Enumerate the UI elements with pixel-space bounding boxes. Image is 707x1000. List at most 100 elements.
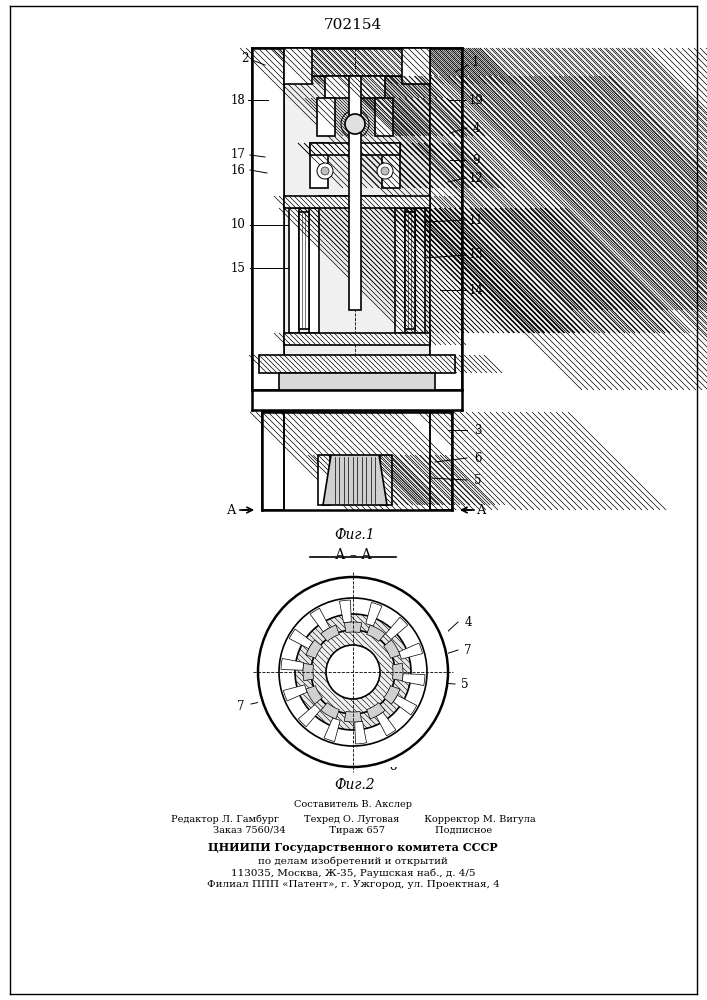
Bar — [349, 76, 361, 310]
Wedge shape — [344, 711, 362, 722]
Circle shape — [377, 163, 393, 179]
Circle shape — [279, 598, 427, 746]
Wedge shape — [310, 608, 329, 632]
Wedge shape — [284, 685, 308, 701]
Text: Редактор Л. Гамбург        Техред О. Луговая        Корректор М. Вигула: Редактор Л. Гамбург Техред О. Луговая Ко… — [170, 814, 535, 824]
Text: 14: 14 — [469, 284, 484, 296]
Text: 8: 8 — [390, 760, 397, 774]
Circle shape — [326, 645, 380, 699]
Text: А: А — [477, 504, 486, 516]
Bar — [299, 212, 309, 329]
Text: 2: 2 — [241, 51, 249, 64]
Wedge shape — [384, 686, 400, 704]
Text: 7: 7 — [464, 644, 472, 656]
Text: 5: 5 — [461, 678, 469, 690]
Circle shape — [381, 167, 389, 175]
Text: 15: 15 — [230, 261, 245, 274]
Wedge shape — [281, 658, 304, 670]
Text: по делам изобретений и открытий: по делам изобретений и открытий — [258, 856, 448, 865]
Wedge shape — [392, 663, 403, 681]
Bar — [430, 412, 452, 510]
Wedge shape — [321, 703, 339, 719]
Text: 10: 10 — [230, 219, 245, 232]
Wedge shape — [339, 600, 351, 623]
Text: 11: 11 — [469, 214, 484, 227]
Wedge shape — [306, 686, 322, 704]
Wedge shape — [385, 617, 408, 639]
Circle shape — [345, 114, 365, 134]
Wedge shape — [324, 718, 340, 742]
Circle shape — [311, 630, 395, 714]
Bar — [310, 143, 328, 188]
Wedge shape — [399, 643, 423, 659]
Bar — [258, 577, 448, 767]
Wedge shape — [344, 622, 362, 633]
Wedge shape — [321, 625, 339, 641]
Bar — [284, 333, 430, 345]
Text: Заказ 7560/34              Тираж 657                Подписное: Заказ 7560/34 Тираж 657 Подписное — [214, 826, 493, 835]
Bar — [284, 196, 430, 208]
Wedge shape — [367, 625, 385, 641]
Wedge shape — [376, 712, 396, 736]
Wedge shape — [384, 640, 400, 658]
Text: 7: 7 — [238, 700, 245, 714]
Bar — [289, 208, 299, 333]
Text: 3: 3 — [474, 424, 481, 436]
Text: 9: 9 — [472, 153, 480, 166]
Text: А – А: А – А — [334, 548, 371, 562]
Bar — [284, 48, 430, 76]
Bar — [402, 48, 430, 84]
Text: 113035, Москва, Ж-35, Раушская наб., д. 4/5: 113035, Москва, Ж-35, Раушская наб., д. … — [230, 868, 475, 878]
Text: 13: 13 — [469, 248, 484, 261]
Bar — [309, 208, 319, 333]
Circle shape — [321, 167, 329, 175]
Wedge shape — [393, 695, 416, 715]
Wedge shape — [355, 721, 366, 744]
Text: Филиал ППП «Патент», г. Ужгород, ул. Проектная, 4: Филиал ППП «Патент», г. Ужгород, ул. Про… — [206, 880, 499, 889]
Wedge shape — [402, 674, 425, 686]
Text: 1: 1 — [472, 55, 479, 68]
Bar — [405, 212, 415, 329]
Bar — [284, 76, 430, 390]
Text: 702154: 702154 — [324, 18, 382, 32]
Bar — [259, 355, 455, 373]
Polygon shape — [323, 455, 387, 505]
Bar — [262, 412, 284, 510]
Bar — [415, 208, 425, 333]
Wedge shape — [289, 629, 312, 649]
Bar — [395, 208, 405, 333]
Bar — [430, 48, 462, 390]
Circle shape — [295, 614, 411, 730]
Bar — [279, 373, 435, 390]
Text: А: А — [227, 504, 237, 516]
Text: 6: 6 — [474, 452, 481, 464]
Text: Составитель В. Акслер: Составитель В. Акслер — [294, 800, 412, 809]
Text: 17: 17 — [230, 148, 245, 161]
Wedge shape — [303, 663, 314, 681]
Text: 19: 19 — [469, 94, 484, 106]
Text: 16: 16 — [230, 163, 245, 176]
Bar — [252, 48, 284, 390]
Text: 12: 12 — [469, 172, 484, 184]
Text: ЦНИИПИ Государственного комитета СССР: ЦНИИПИ Государственного комитета СССР — [208, 842, 498, 853]
Text: 18: 18 — [230, 94, 245, 106]
Circle shape — [258, 577, 448, 767]
Wedge shape — [306, 640, 322, 658]
Bar — [380, 455, 392, 505]
Bar — [317, 98, 335, 136]
Text: Фиг.1: Фиг.1 — [334, 528, 375, 542]
Bar — [284, 48, 312, 84]
Bar — [310, 143, 400, 155]
Bar — [382, 143, 400, 188]
Bar — [375, 98, 393, 136]
Text: Фиг.2: Фиг.2 — [334, 778, 375, 792]
Bar — [325, 76, 385, 98]
Text: 4: 4 — [472, 121, 480, 134]
Wedge shape — [367, 703, 385, 719]
Bar — [318, 455, 330, 505]
Circle shape — [317, 163, 333, 179]
Text: 5: 5 — [474, 474, 481, 487]
Text: 4: 4 — [464, 615, 472, 629]
Wedge shape — [298, 705, 320, 727]
Wedge shape — [366, 602, 382, 626]
